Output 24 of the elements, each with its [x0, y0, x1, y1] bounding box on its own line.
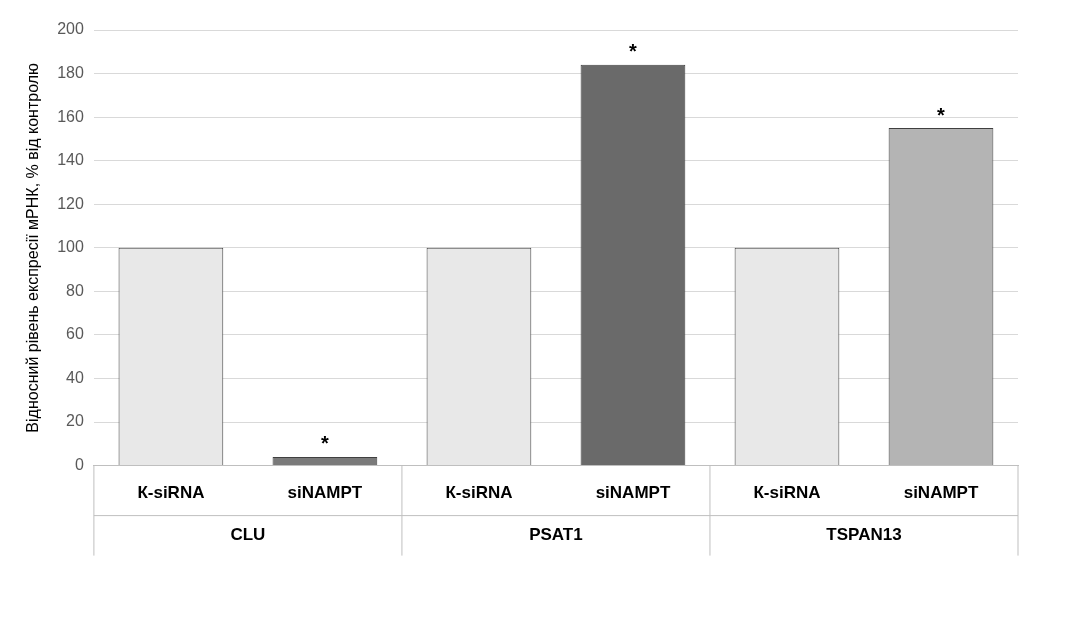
- text: PSAT1: [529, 525, 583, 545]
- text: CLU: [230, 525, 266, 545]
- y-tick-label: 100: [57, 238, 84, 256]
- y-tick-label: 200: [57, 20, 84, 38]
- x-tick-label: К-siRNA: [753, 483, 821, 503]
- text: TSPAN13: [826, 525, 902, 545]
- x-tick-label: К-siRNA: [137, 483, 205, 503]
- y-tick-label: 160: [57, 107, 84, 125]
- y-tick-label: 0: [74, 456, 84, 474]
- y-tick-label: 40: [66, 368, 84, 386]
- data-label: *: [937, 103, 946, 126]
- data-label: *: [321, 432, 330, 455]
- x-tick-label: siNAMPT: [287, 483, 363, 503]
- x-tick-label: siNAMPT: [595, 483, 671, 503]
- x-tick-label: siNAMPT: [903, 483, 979, 503]
- y-tick-label: 120: [57, 194, 84, 212]
- x-tick-label: К-siRNA: [445, 483, 513, 503]
- y-tick-label: 80: [66, 281, 84, 299]
- data-label: *: [629, 40, 638, 63]
- y-tick-label: 140: [57, 151, 84, 169]
- y-tick-label: 20: [66, 412, 84, 430]
- y-tick-label: 180: [57, 63, 84, 81]
- y-tick-label: 60: [66, 325, 84, 343]
- y-axis-title: Відносний рівень експресії мРНК, % від контролю: [24, 62, 42, 433]
